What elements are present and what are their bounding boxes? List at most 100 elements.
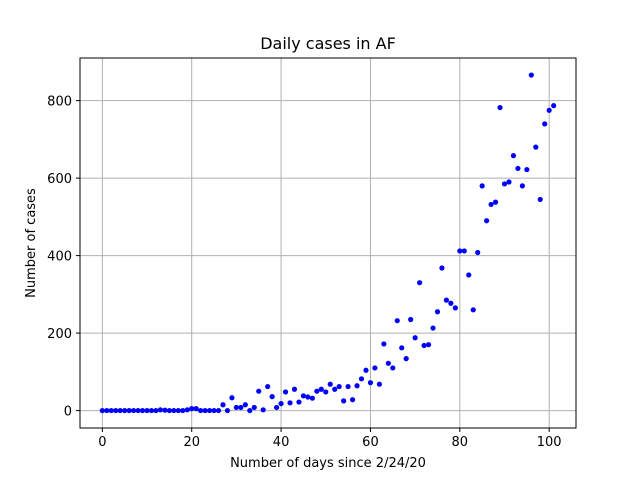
data-point — [394, 318, 400, 324]
data-point — [479, 183, 485, 189]
chart-title: Daily cases in AF — [260, 34, 396, 53]
data-point — [457, 248, 463, 254]
y-axis-label: Number of cases — [24, 188, 39, 298]
data-point — [327, 381, 333, 387]
data-point — [408, 316, 414, 323]
data-point — [443, 297, 450, 303]
data-point — [323, 389, 329, 395]
data-point — [332, 386, 338, 392]
data-point — [224, 407, 231, 414]
data-point — [144, 407, 150, 414]
y-tick-label: 800 — [47, 95, 72, 110]
data-point — [363, 367, 369, 373]
data-point — [417, 280, 423, 286]
data-point — [153, 407, 159, 414]
data-point — [533, 144, 539, 150]
data-point — [452, 305, 458, 311]
data-point — [157, 407, 164, 413]
data-point — [265, 383, 271, 390]
data-point — [461, 248, 467, 254]
y-tick-label: 600 — [47, 172, 72, 187]
data-point — [448, 300, 454, 306]
data-point — [260, 407, 266, 413]
data-point — [296, 399, 302, 405]
data-point — [336, 383, 342, 390]
data-point — [287, 400, 293, 406]
data-point — [510, 153, 517, 159]
data-point — [488, 201, 494, 208]
data-point — [175, 407, 181, 414]
data-point — [466, 272, 472, 278]
data-point — [202, 407, 208, 414]
data-point — [475, 249, 481, 256]
data-point — [390, 365, 396, 371]
data-point — [113, 407, 119, 414]
data-point — [198, 407, 204, 414]
data-point — [171, 407, 177, 414]
data-point — [282, 389, 289, 395]
data-point — [484, 218, 490, 224]
data-point — [376, 381, 382, 387]
data-point — [501, 181, 508, 187]
x-tick-label: 80 — [452, 435, 469, 450]
x-tick-label: 100 — [537, 435, 562, 450]
data-point — [551, 103, 557, 109]
x-tick-label: 40 — [273, 435, 290, 450]
data-point — [381, 341, 387, 347]
x-tick-label: 20 — [183, 435, 200, 450]
x-axis-label: Number of days since 2/24/20 — [230, 456, 426, 471]
data-point — [122, 407, 128, 414]
y-tick-label: 200 — [47, 327, 72, 342]
data-point — [278, 400, 284, 407]
data-point — [430, 325, 436, 331]
plot-frame — [79, 57, 577, 429]
data-point — [546, 107, 552, 113]
data-point — [358, 376, 365, 382]
data-point — [497, 104, 503, 111]
data-point — [305, 394, 311, 400]
data-point — [247, 407, 253, 414]
data-point — [341, 398, 347, 404]
data-point — [269, 394, 275, 400]
data-point — [274, 404, 280, 411]
data-point — [135, 407, 141, 414]
data-point — [403, 356, 409, 362]
data-point — [519, 183, 525, 189]
data-point — [492, 199, 499, 205]
data-point — [515, 165, 521, 172]
data-point — [126, 407, 132, 414]
data-point — [117, 407, 123, 414]
data-point — [131, 407, 137, 414]
data-point — [242, 402, 248, 408]
data-point — [99, 407, 105, 414]
data-point — [291, 386, 298, 392]
axis-ticks: 0 20 40 60 80 100 0 200 400 600 800 — [47, 95, 561, 450]
data-point — [506, 179, 512, 185]
data-point — [385, 360, 391, 366]
data-point — [524, 166, 530, 173]
data-point — [425, 342, 432, 348]
data-point — [345, 383, 351, 390]
data-point — [139, 407, 146, 414]
data-point — [108, 407, 114, 414]
data-point — [542, 121, 548, 127]
data-point — [193, 406, 199, 412]
data-point — [537, 196, 543, 203]
data-point — [180, 407, 186, 414]
data-point — [162, 407, 168, 413]
data-point — [148, 407, 155, 414]
data-point — [314, 388, 320, 394]
data-point — [372, 365, 378, 371]
data-points — [99, 72, 557, 414]
data-point — [367, 380, 374, 386]
data-point — [166, 407, 172, 414]
data-point — [309, 395, 315, 401]
data-point — [256, 388, 262, 394]
data-point — [528, 72, 534, 78]
data-point — [349, 397, 356, 403]
data-point — [229, 395, 235, 401]
data-point — [318, 386, 324, 392]
data-point — [421, 342, 427, 349]
